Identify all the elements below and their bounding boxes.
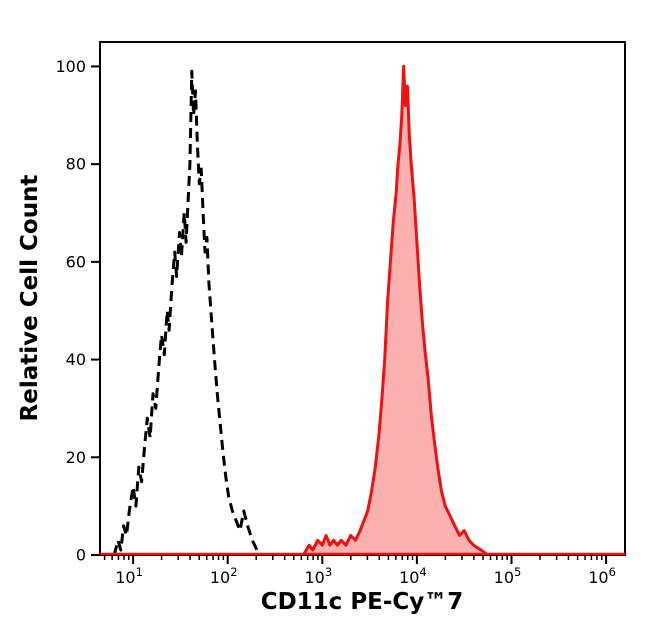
series-line-cd11c-pe-cy7-stained <box>302 64 489 557</box>
y-tick-label: 60 <box>66 252 86 271</box>
y-tick-label: 80 <box>66 155 86 174</box>
x-axis-label: CD11c PE-Cy™7 <box>260 589 464 615</box>
x-tick-label: 104 <box>399 565 427 587</box>
y-tick-label: 20 <box>66 448 86 467</box>
series-line-negative-control <box>112 69 262 556</box>
y-tick-label: 100 <box>55 57 86 76</box>
x-tick-label: 103 <box>304 565 332 587</box>
x-tick-label: 102 <box>210 565 238 587</box>
plot-frame <box>99 41 626 556</box>
x-tick-label: 105 <box>494 565 522 587</box>
y-tick-label: 40 <box>66 350 86 369</box>
y-tick-label: 0 <box>76 546 86 565</box>
x-tick-label: 101 <box>115 565 143 587</box>
x-tick-label: 106 <box>588 565 616 587</box>
series-fill-cd11c-pe-cy7-stained <box>303 66 488 556</box>
